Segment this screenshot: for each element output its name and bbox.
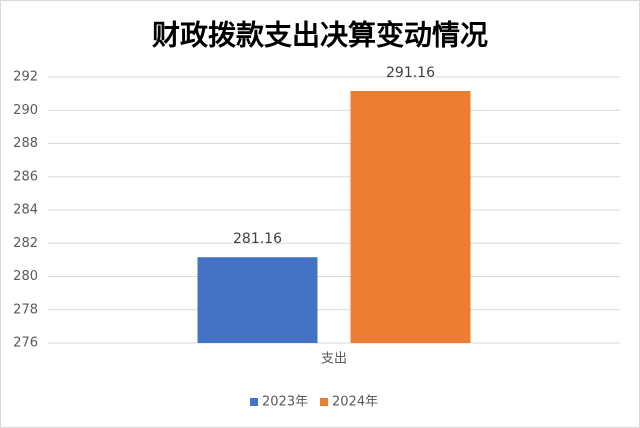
- y-tick-label: 290: [13, 103, 38, 118]
- bar: [350, 90, 471, 343]
- legend-swatch: [250, 398, 258, 406]
- y-tick-label: 280: [13, 269, 38, 284]
- chart-title: 财政拨款支出决算变动情况: [152, 19, 488, 52]
- legend-label: 2023年: [262, 395, 308, 410]
- y-tick-label: 278: [13, 302, 38, 317]
- bar: [197, 257, 318, 343]
- y-tick-label: 282: [13, 236, 38, 251]
- data-label: 281.16: [233, 231, 282, 247]
- y-tick-label: 292: [13, 70, 38, 85]
- legend-swatch: [320, 398, 328, 406]
- y-tick-label: 288: [13, 136, 38, 151]
- y-tick-label: 286: [13, 169, 38, 184]
- x-tick-label: 支出: [321, 352, 347, 367]
- y-tick-label: 276: [13, 336, 38, 351]
- y-tick-label: 284: [13, 203, 38, 218]
- legend-label: 2024年: [332, 395, 378, 410]
- data-label: 291.16: [386, 65, 435, 81]
